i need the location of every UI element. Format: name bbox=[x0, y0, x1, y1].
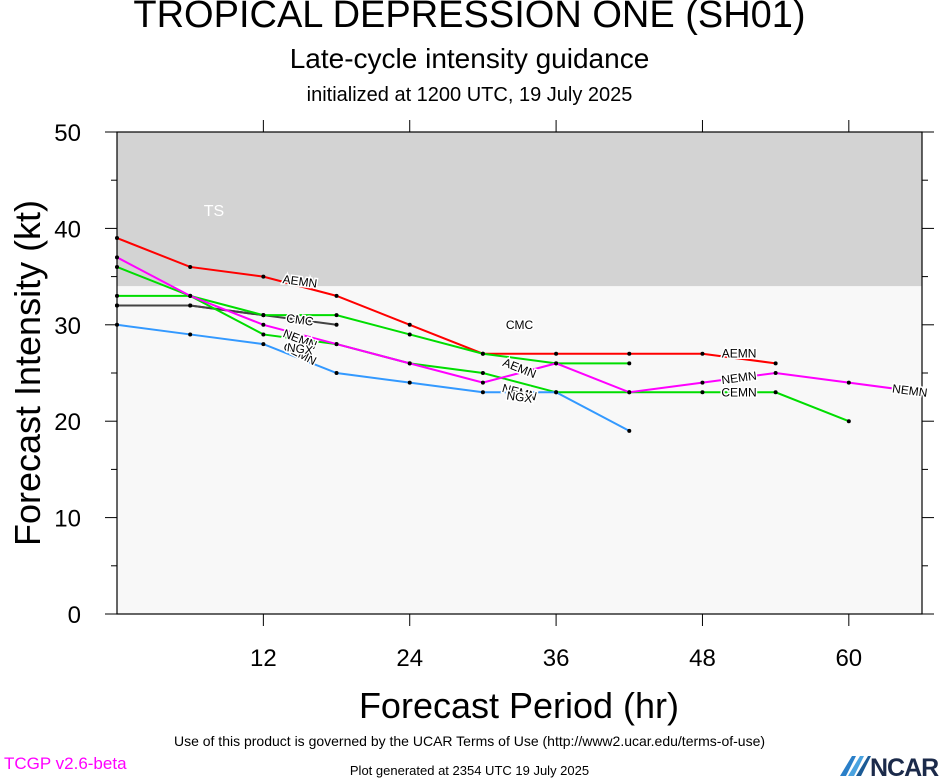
init-time: initialized at 1200 UTC, 19 July 2025 bbox=[306, 84, 633, 106]
data-point bbox=[115, 293, 119, 298]
data-point bbox=[480, 371, 485, 375]
data-point bbox=[846, 380, 851, 385]
data-point bbox=[115, 236, 119, 241]
intensity-bands: TS bbox=[117, 132, 922, 614]
data-point bbox=[627, 428, 632, 433]
data-point bbox=[700, 390, 705, 395]
data-point bbox=[261, 313, 266, 318]
chart-title: TROPICAL DEPRESSION ONE (SH01) bbox=[133, 0, 806, 36]
generated-time: Plot generated at 2354 UTC 19 July 2025 bbox=[349, 763, 590, 778]
data-point bbox=[920, 390, 924, 395]
x-axis-label: Forecast Period (hr) bbox=[359, 685, 679, 726]
ncar-logo-icon bbox=[840, 756, 871, 776]
data-point bbox=[261, 274, 266, 279]
band-1 bbox=[117, 286, 922, 614]
data-point bbox=[261, 342, 266, 347]
series-label-nemn: NEMN bbox=[891, 381, 928, 399]
data-point bbox=[627, 390, 632, 395]
series-label-cmc: CMC bbox=[285, 311, 314, 328]
series-line-aemn bbox=[116, 237, 776, 365]
data-point bbox=[554, 361, 559, 366]
series-label-ngx: NGX bbox=[286, 340, 314, 357]
ncar-logo-text: NCAR bbox=[870, 754, 939, 782]
x-tick-label: 24 bbox=[396, 645, 423, 672]
data-point bbox=[115, 264, 119, 269]
data-point bbox=[773, 371, 778, 375]
data-point bbox=[480, 351, 485, 356]
series-label-cemn: CEMN bbox=[721, 385, 756, 399]
x-tick-label: 36 bbox=[543, 645, 570, 672]
band-label-ts: TS bbox=[204, 203, 224, 220]
data-point bbox=[407, 322, 412, 327]
data-point bbox=[554, 390, 559, 395]
data-point bbox=[188, 303, 193, 308]
data-point bbox=[407, 380, 412, 385]
x-tick-label: 12 bbox=[250, 645, 277, 672]
chart-subtitle: Late-cycle intensity guidance bbox=[289, 43, 650, 74]
y-tick-label: 40 bbox=[54, 216, 81, 243]
version-label: TCGP v2.6-beta bbox=[4, 754, 127, 773]
data-point bbox=[115, 303, 119, 308]
data-point bbox=[115, 322, 119, 327]
y-tick-label: 30 bbox=[54, 313, 81, 340]
data-point bbox=[261, 322, 266, 327]
series-label-aemn: AEMN bbox=[282, 272, 318, 290]
series-line-ngx bbox=[116, 323, 630, 432]
data-point bbox=[407, 361, 412, 366]
series-lines bbox=[115, 236, 924, 433]
x-tick-label: 48 bbox=[689, 645, 716, 672]
data-point bbox=[480, 380, 485, 385]
chart-axes: 0 10 20 30 40 50 12 24 36 48 60 bbox=[54, 120, 934, 672]
data-point bbox=[627, 351, 632, 356]
data-point bbox=[334, 313, 339, 318]
band-0 bbox=[117, 132, 922, 287]
series-label-aemn: AEMN bbox=[722, 347, 757, 361]
y-tick-label: 0 bbox=[68, 602, 81, 629]
data-point bbox=[115, 255, 119, 260]
series-label-ngx: NGX bbox=[506, 388, 534, 405]
data-point bbox=[188, 264, 193, 269]
series-label-cmc: CMC bbox=[506, 318, 534, 332]
data-point bbox=[407, 332, 412, 337]
data-point bbox=[773, 390, 778, 395]
data-point bbox=[334, 293, 339, 298]
terms-of-use: Use of this product is governed by the U… bbox=[173, 733, 766, 749]
data-point bbox=[334, 371, 339, 375]
series-line-nemn bbox=[116, 256, 923, 394]
data-point bbox=[334, 322, 339, 327]
data-point bbox=[480, 390, 485, 395]
y-tick-label: 10 bbox=[54, 506, 81, 533]
y-tick-label: 50 bbox=[54, 120, 81, 147]
data-point bbox=[700, 351, 705, 356]
x-tick-label: 60 bbox=[835, 645, 862, 672]
data-point bbox=[846, 419, 851, 424]
data-point bbox=[700, 380, 705, 385]
data-point bbox=[627, 361, 632, 366]
series-line-cmc2 bbox=[117, 294, 630, 365]
series-label-nemn: NEMN bbox=[721, 369, 758, 387]
data-point bbox=[188, 332, 193, 337]
data-point bbox=[554, 351, 559, 356]
y-tick-label: 20 bbox=[54, 409, 81, 436]
data-point bbox=[773, 361, 778, 366]
data-point bbox=[188, 293, 193, 298]
y-axis-label: Forecast Intensity (kt) bbox=[7, 200, 48, 546]
data-point bbox=[261, 332, 266, 337]
data-point bbox=[334, 342, 339, 347]
